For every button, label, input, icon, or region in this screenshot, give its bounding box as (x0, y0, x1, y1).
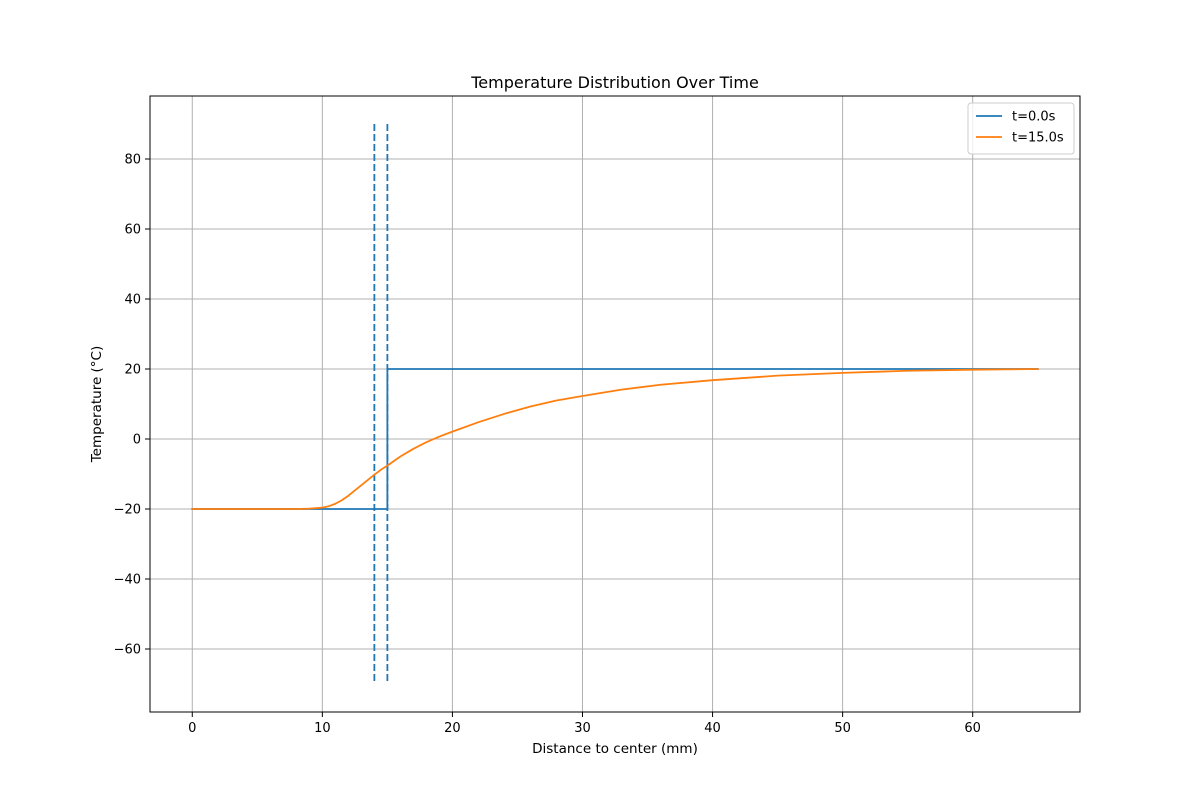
axis-ticks: 0 10 20 30 40 50 60 −60 −40 −20 0 20 40 60 80 (114, 153, 981, 737)
legend-label: t=0.0s (1012, 110, 1056, 125)
y-axis-title: Temperature (°C) (89, 346, 105, 464)
chart-title: Temperature Distribution Over Time (470, 73, 759, 92)
y-tick-label: 40 (124, 293, 141, 308)
x-tick-label: 10 (314, 721, 331, 736)
x-tick-label: 30 (574, 721, 591, 736)
x-tick-label: 50 (834, 721, 851, 736)
series-line-t15 (191, 368, 1039, 510)
y-tick-label: 60 (124, 223, 141, 238)
x-tick-label: 40 (704, 721, 721, 736)
plot-frame (149, 95, 1081, 713)
y-tick-label: −60 (114, 643, 141, 658)
grid (150, 96, 1080, 712)
y-tick-label: −40 (114, 573, 141, 588)
x-tick-label: 20 (444, 721, 461, 736)
y-tick-label: 80 (124, 153, 141, 168)
x-axis-title: Distance to center (mm) (532, 741, 698, 757)
y-tick-label: 20 (124, 363, 141, 378)
x-tick-label: 60 (964, 721, 981, 736)
x-tick-label: 0 (188, 721, 196, 736)
y-tick-label: −20 (114, 503, 141, 518)
series-lines (191, 368, 1039, 510)
legend: t=0.0s t=15.0s (967, 102, 1075, 155)
legend-label: t=15.0s (1012, 131, 1064, 146)
y-tick-label: 0 (133, 433, 141, 448)
